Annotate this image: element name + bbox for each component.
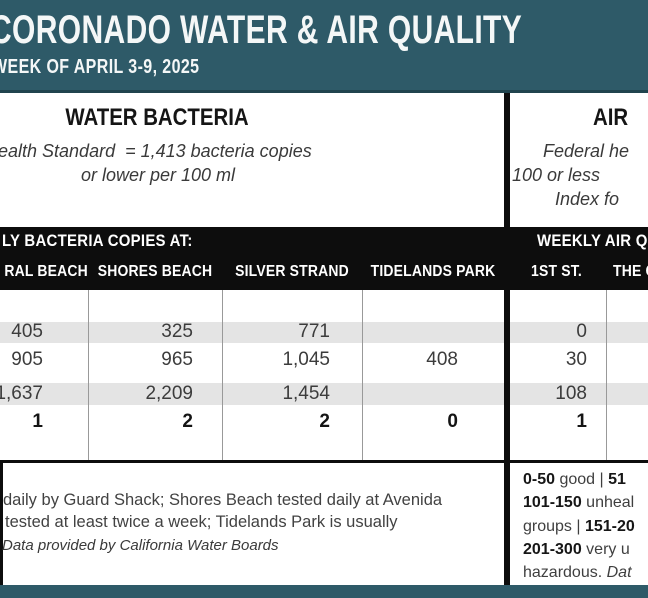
table-cell: 405 — [11, 321, 43, 342]
water-band-title: LY BACTERIA COPIES AT: — [2, 231, 193, 250]
water-section-heading: WATER BACTERIA — [65, 104, 249, 131]
air-standard-line3: Index fo — [555, 189, 620, 209]
aqi-range: 51 — [608, 471, 626, 488]
air-section-heading: AIR — [593, 104, 629, 131]
column-line-3 — [362, 290, 363, 460]
footnote-line-1: daily by Guard Shack; Shores Beach teste… — [3, 491, 443, 509]
aqi-legend-line-3: groups | 151-20 — [523, 518, 635, 535]
table-cell: 1,454 — [282, 383, 330, 404]
air-band-title: WEEKLY AIR Q — [537, 231, 648, 250]
row-stripe-1 — [0, 322, 648, 343]
table-cell: 965 — [161, 349, 193, 370]
totals-cell: 1 — [32, 411, 43, 432]
totals-cell: 1 — [576, 411, 587, 432]
footnote-line-2: tested at least twice a week; Tidelands … — [5, 513, 398, 531]
header-band — [0, 0, 648, 90]
table-cell: 30 — [565, 349, 587, 370]
page-title: CORONADO WATER & AIR QUALITY — [0, 8, 523, 52]
water-standard-line1: ealth Standard = 1,413 bacteria copies — [0, 141, 312, 161]
aqi-range: 0-50 — [523, 471, 556, 488]
aqi-range: 151-20 — [584, 518, 635, 535]
table-cell: 0 — [576, 321, 587, 342]
aqi-legend-line-1: 0-50 good | 51 — [523, 471, 626, 488]
air-standard-line2: 100 or less — [512, 165, 601, 185]
table-cell: 325 — [161, 321, 193, 342]
column-header-tidelands-park: TIDELANDS PARK — [370, 263, 496, 280]
aqi-range: 101-150 — [523, 494, 582, 511]
air-table-header-bar — [510, 227, 648, 290]
row-stripe-2 — [0, 383, 648, 405]
table-cell: 2,209 — [145, 383, 193, 404]
section-divider — [504, 93, 510, 585]
column-line-2 — [222, 290, 223, 460]
totals-cell: 2 — [319, 411, 330, 432]
table-cell: 771 — [298, 321, 330, 342]
aqi-legend-line-2: 101-150 unheal — [523, 494, 635, 511]
table-cell: 408 — [426, 349, 458, 370]
column-line-1 — [88, 290, 89, 460]
footer-band — [0, 585, 648, 598]
column-line-4 — [606, 290, 607, 460]
table-bottom-border — [0, 460, 648, 463]
column-header-central-beach: RAL BEACH — [4, 263, 88, 280]
water-table-header-bar — [0, 227, 504, 290]
aqi-range: 201-300 — [523, 541, 582, 558]
table-cell: 1,045 — [282, 349, 330, 370]
water-standard-line2: or lower per 100 ml — [80, 165, 236, 185]
footnote-left-border — [0, 463, 3, 585]
aqi-legend-line-5: hazardous. Dat — [523, 564, 632, 581]
table-cell: 905 — [11, 349, 43, 370]
column-header-the-cays: THE C — [613, 263, 648, 280]
table-cell: 108 — [555, 383, 587, 404]
totals-cell: 0 — [447, 411, 458, 432]
column-header-shores-beach: SHORES BEACH — [97, 263, 213, 280]
footnote-source: Data provided by California Water Boards — [2, 537, 279, 554]
table-cell: 1,637 — [0, 383, 43, 404]
page-subtitle: WEEK OF APRIL 3-9, 2025 — [0, 56, 200, 78]
air-standard-line1: Federal he — [543, 141, 630, 161]
column-header-1st-st: 1ST ST. — [531, 263, 582, 280]
column-header-silver-strand: SILVER STRAND — [235, 263, 349, 280]
totals-cell: 2 — [182, 411, 193, 432]
header-bottom-border — [0, 90, 648, 93]
aqi-legend-line-4: 201-300 very u — [523, 541, 630, 558]
